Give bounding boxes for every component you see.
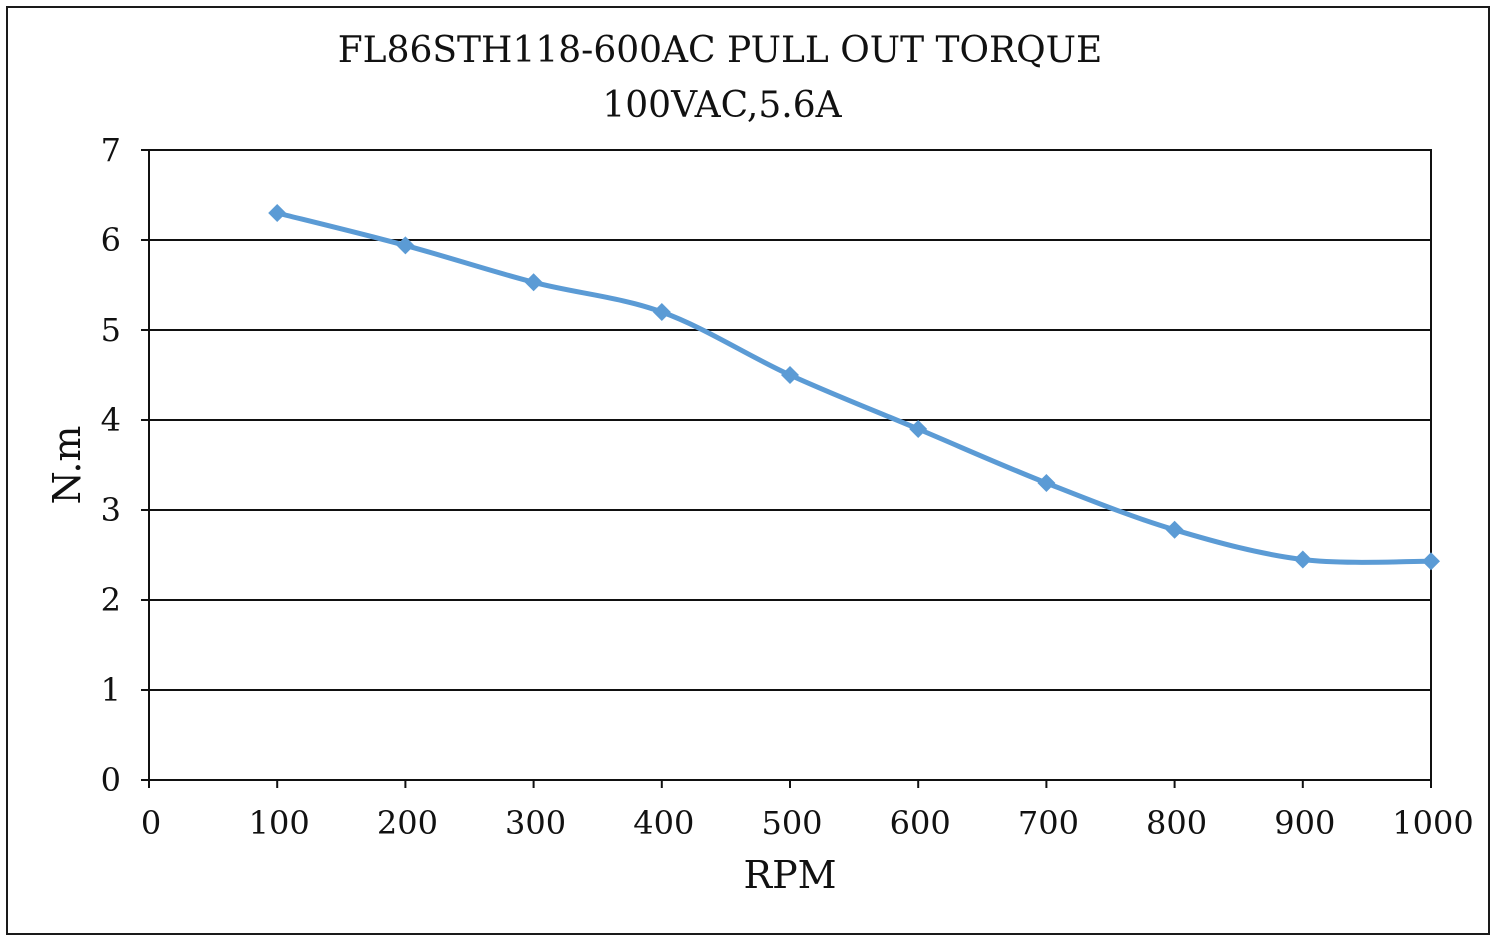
x-tick-label: 100 bbox=[249, 804, 310, 842]
y-axis-ticks: 0 1 2 3 4 5 6 7 bbox=[101, 131, 149, 799]
plot-area-border bbox=[148, 149, 1432, 781]
data-point-marker bbox=[1165, 520, 1184, 539]
x-tick-label: 900 bbox=[1274, 804, 1335, 842]
chart-title: FL86STH118-600AC PULL OUT TORQUE bbox=[338, 30, 1103, 71]
x-tick-label: 300 bbox=[505, 804, 566, 842]
x-tick-label: 800 bbox=[1146, 804, 1207, 842]
y-tick-label: 2 bbox=[101, 581, 121, 619]
x-tick-label: 200 bbox=[377, 804, 438, 842]
y-tick-label: 6 bbox=[101, 221, 121, 259]
y-tick-label: 0 bbox=[101, 761, 121, 799]
y-tick-label: 5 bbox=[101, 311, 121, 349]
x-axis-ticks: 0 100 200 300 400 500 600 700 800 900 1000 bbox=[141, 780, 1474, 842]
y-tick-label: 3 bbox=[101, 491, 121, 529]
x-axis-label: RPM bbox=[743, 853, 836, 897]
y-tick-label: 7 bbox=[101, 131, 121, 169]
chart-subtitle: 100VAC,5.6A bbox=[602, 85, 842, 126]
y-tick-label: 1 bbox=[101, 671, 121, 709]
x-tick-label: 700 bbox=[1018, 804, 1079, 842]
data-point-marker bbox=[909, 420, 928, 438]
data-point-marker bbox=[396, 236, 415, 255]
x-tick-label: 0 bbox=[141, 804, 161, 842]
data-point-marker bbox=[1293, 550, 1312, 569]
data-point-marker bbox=[1037, 474, 1056, 492]
series-line bbox=[274, 210, 1434, 565]
data-point-marker bbox=[524, 273, 543, 292]
y-tick-label: 4 bbox=[101, 401, 121, 439]
x-tick-label: 500 bbox=[761, 804, 822, 842]
gridlines bbox=[149, 239, 1431, 691]
data-point-marker bbox=[781, 366, 799, 384]
series-layer bbox=[268, 204, 1440, 571]
data-point-marker bbox=[652, 303, 671, 321]
x-tick-label: 1000 bbox=[1392, 804, 1473, 842]
data-point-marker bbox=[1422, 552, 1440, 571]
y-axis-label: N.m bbox=[45, 426, 89, 505]
x-tick-label: 600 bbox=[890, 804, 951, 842]
x-tick-label: 400 bbox=[633, 804, 694, 842]
data-point-marker bbox=[268, 204, 287, 222]
